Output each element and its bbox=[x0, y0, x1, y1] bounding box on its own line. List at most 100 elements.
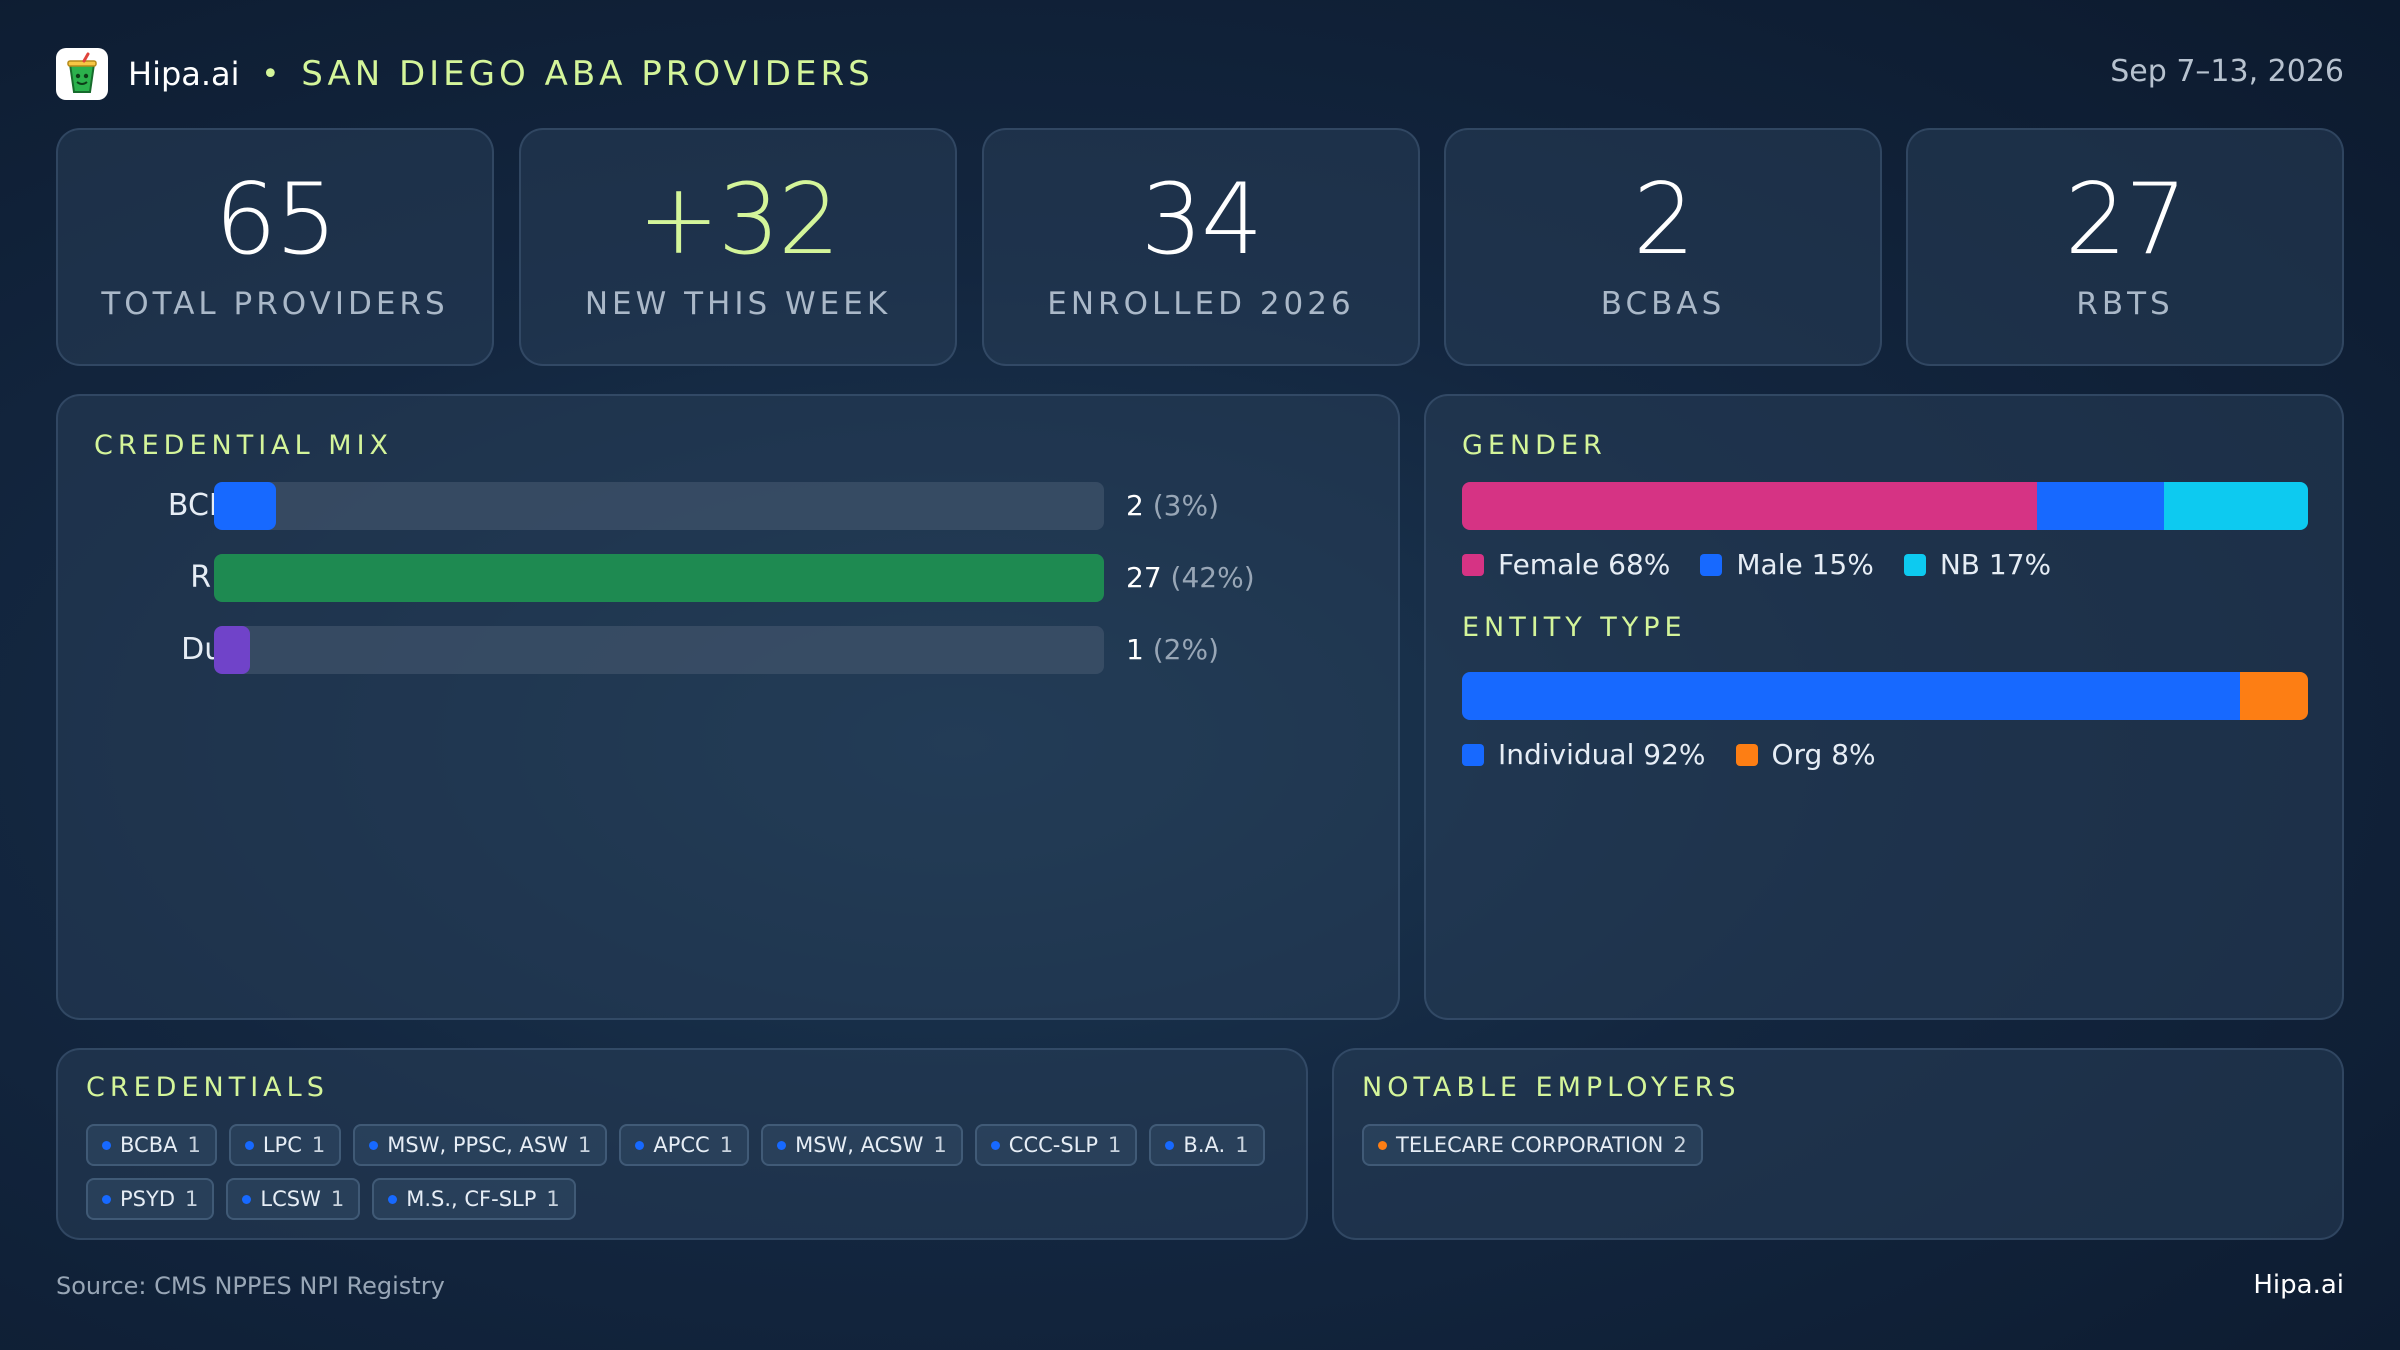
mix-row-dual: Dual 1 (2%) bbox=[58, 626, 1398, 674]
mix-bar-fill bbox=[214, 554, 1104, 602]
entity-stacked-bar bbox=[1462, 672, 2308, 720]
chip-label: APCC bbox=[653, 1133, 710, 1157]
title-separator: • bbox=[261, 56, 280, 92]
employers-panel: NOTABLE EMPLOYERS TELECARE CORPORATION 2 bbox=[1332, 1048, 2344, 1240]
stat-label: NEW THIS WEEK bbox=[584, 286, 892, 322]
gender-segment-0 bbox=[1462, 482, 2038, 530]
demographics-panel: GENDER Female 68% Male 15% NB 17% ENTITY T… bbox=[1424, 394, 2344, 1020]
legend-label: NB 17% bbox=[1939, 548, 2052, 581]
dot-icon bbox=[990, 1140, 1000, 1150]
mix-bar-fill bbox=[214, 482, 277, 530]
dot-icon bbox=[242, 1194, 252, 1204]
credentials-panel: CREDENTIALS BCBA 1 LPC 1 MSW, PPSC, ASW 1 APCC… bbox=[56, 1048, 1308, 1240]
credential-chip: CCC-SLP 1 bbox=[974, 1124, 1138, 1166]
credential-chip: PSYD 1 bbox=[86, 1178, 215, 1220]
credential-chip: MSW, ACSW 1 bbox=[761, 1124, 963, 1166]
source-note: Source: CMS NPPES NPI Registry bbox=[56, 1272, 445, 1300]
section-title: GENDER bbox=[1462, 430, 1607, 461]
gender-legend-item: NB 17% bbox=[1903, 548, 2052, 581]
credential-chip: APCC 1 bbox=[619, 1124, 750, 1166]
chip-count: 2 bbox=[1673, 1133, 1687, 1157]
employer-chip-list: TELECARE CORPORATION 2 bbox=[1362, 1124, 2312, 1166]
chip-count: 1 bbox=[933, 1133, 947, 1157]
entity-segment-0 bbox=[1462, 672, 2241, 720]
legend-label: Org 8% bbox=[1771, 738, 1876, 771]
entity-legend: Individual 92% Org 8% bbox=[1462, 738, 1906, 771]
chip-count: 1 bbox=[1108, 1133, 1122, 1157]
date-range: Sep 7–13, 2026 bbox=[2110, 54, 2344, 89]
chip-label: M.S., CF-SLP bbox=[406, 1187, 537, 1211]
dot-icon bbox=[102, 1140, 111, 1150]
credential-chip: B.A. 1 bbox=[1149, 1124, 1265, 1166]
entity-segment-1 bbox=[2240, 672, 2308, 720]
section-title: NOTABLE EMPLOYERS bbox=[1362, 1072, 1741, 1103]
entity-legend-item: Org 8% bbox=[1735, 738, 1876, 771]
gender-segment-1 bbox=[2037, 482, 2165, 530]
chip-count: 1 bbox=[577, 1133, 592, 1157]
stat-card-bcbas: 2 BCBAS bbox=[1444, 128, 1882, 366]
drink-cup-icon bbox=[67, 52, 97, 93]
stat-label: TOTAL PROVIDERS bbox=[101, 286, 449, 322]
mix-row-value: 27 (42%) bbox=[1126, 561, 1255, 594]
chip-label: MSW, PPSC, ASW bbox=[387, 1133, 568, 1157]
dot-icon bbox=[102, 1194, 111, 1204]
employer-chip: TELECARE CORPORATION 2 bbox=[1362, 1124, 1703, 1166]
credential-chip: BCBA 1 bbox=[86, 1124, 217, 1166]
entity-legend-item: Individual 92% bbox=[1462, 738, 1706, 771]
section-title: CREDENTIAL MIX bbox=[94, 430, 394, 461]
gender-legend-item: Male 15% bbox=[1700, 548, 1874, 581]
legend-label: Male 15% bbox=[1736, 548, 1874, 581]
stat-card-enrolled-2026: 34 ENROLLED 2026 bbox=[982, 128, 1420, 366]
app-logo bbox=[56, 48, 108, 100]
mix-bar-track bbox=[214, 626, 1104, 674]
dot-icon bbox=[244, 1140, 254, 1150]
gender-legend: Female 68% Male 15% NB 17% bbox=[1462, 548, 2081, 581]
stat-label: ENROLLED 2026 bbox=[1047, 286, 1355, 322]
gender-segment-2 bbox=[2164, 482, 2308, 530]
chip-count: 1 bbox=[187, 1133, 201, 1157]
chip-count: 1 bbox=[719, 1133, 734, 1157]
dot-icon bbox=[1378, 1140, 1387, 1150]
gender-stacked-bar bbox=[1462, 482, 2308, 530]
mix-row-value: 1 (2%) bbox=[1126, 633, 1220, 666]
stat-label: BCBAS bbox=[1600, 286, 1726, 322]
mix-row-bcba: BCBA 2 (3%) bbox=[58, 482, 1398, 530]
chip-label: PSYD bbox=[120, 1187, 175, 1211]
stat-value: 65 bbox=[214, 163, 338, 277]
gender-legend-item: Female 68% bbox=[1462, 548, 1670, 581]
stat-card-total-providers: 65 TOTAL PROVIDERS bbox=[56, 128, 494, 366]
legend-swatch bbox=[1462, 743, 1484, 766]
stat-card-rbts: 27 RBTS bbox=[1906, 128, 2344, 366]
mix-row-value: 2 (3%) bbox=[1126, 489, 1220, 522]
stat-card-new-this-week: +32 NEW THIS WEEK bbox=[519, 128, 957, 366]
credential-chip-list: BCBA 1 LPC 1 MSW, PPSC, ASW 1 APCC 1 MSW, ACSW 1 C… bbox=[86, 1124, 1286, 1220]
section-title: ENTITY TYPE bbox=[1462, 612, 1687, 643]
legend-label: Individual 92% bbox=[1498, 738, 1706, 771]
mix-row-rbt: RBT 27 (42%) bbox=[58, 554, 1398, 602]
dot-icon bbox=[635, 1140, 645, 1150]
dot-icon bbox=[369, 1140, 379, 1150]
credential-chip: MSW, PPSC, ASW 1 bbox=[353, 1124, 608, 1166]
chip-count: 1 bbox=[546, 1187, 560, 1211]
stat-value: 2 bbox=[1632, 163, 1695, 277]
credential-chip: M.S., CF-SLP 1 bbox=[372, 1178, 576, 1220]
chip-count: 1 bbox=[330, 1187, 345, 1211]
footer-brand: Hipa.ai bbox=[2253, 1270, 2344, 1300]
legend-swatch bbox=[1700, 553, 1723, 576]
stat-value: +32 bbox=[637, 163, 841, 277]
chip-label: LPC bbox=[262, 1133, 302, 1157]
chip-label: CCC-SLP bbox=[1008, 1133, 1099, 1157]
credential-mix-panel: CREDENTIAL MIX BCBA 2 (3%) RBT 27 (42%) … bbox=[56, 394, 1400, 1020]
mix-bar-track bbox=[214, 554, 1104, 602]
chip-count: 1 bbox=[1235, 1133, 1249, 1157]
chip-label: BCBA bbox=[120, 1133, 178, 1157]
legend-swatch bbox=[1735, 743, 1758, 766]
legend-label: Female 68% bbox=[1498, 548, 1671, 581]
chip-label: MSW, ACSW bbox=[795, 1133, 924, 1157]
stat-value: 34 bbox=[1140, 163, 1264, 277]
dot-icon bbox=[1165, 1140, 1175, 1150]
stat-label: RBTS bbox=[2076, 286, 2174, 322]
section-title: CREDENTIALS bbox=[86, 1072, 329, 1103]
chip-count: 1 bbox=[311, 1133, 326, 1157]
chip-label: LCSW bbox=[260, 1187, 321, 1211]
